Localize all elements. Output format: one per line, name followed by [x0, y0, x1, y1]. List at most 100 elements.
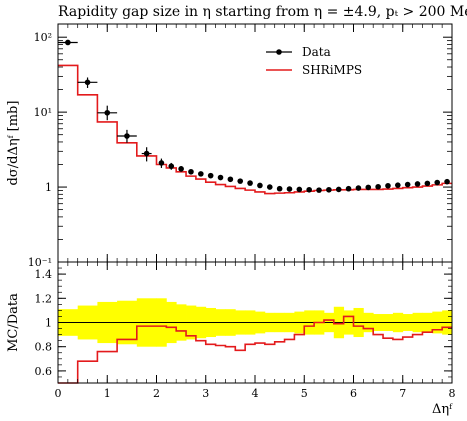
data-point	[168, 162, 175, 170]
y-tick-label: 10¹	[34, 106, 52, 119]
data-marker	[168, 163, 175, 169]
data-marker	[84, 79, 91, 86]
data-point	[257, 182, 263, 189]
data-marker	[286, 186, 293, 192]
data-marker	[335, 186, 342, 193]
data-point	[77, 77, 98, 88]
data-point	[375, 183, 381, 190]
data-point	[444, 178, 450, 185]
data-marker	[326, 186, 332, 193]
x-tick-label: 7	[399, 387, 406, 400]
data-marker	[237, 178, 244, 184]
data-point	[276, 185, 283, 192]
data-point	[286, 186, 293, 192]
data-marker	[207, 172, 214, 179]
data-marker	[434, 179, 441, 186]
x-tick-label: 1	[104, 387, 111, 400]
data-marker	[276, 185, 283, 192]
legend-data-marker	[276, 49, 282, 55]
legend-shrimps-label: SHRiMPS	[302, 63, 362, 77]
data-marker	[188, 168, 194, 175]
y-tick-label: 10²	[34, 31, 52, 44]
data-point	[207, 172, 214, 179]
data-point	[345, 185, 352, 192]
data-marker	[65, 39, 71, 46]
data-point	[178, 166, 184, 172]
data-marker	[395, 182, 401, 188]
main-panel: 10⁻¹ 1 10¹ 10² dσ/dΔηᶠ [mb] Data SHRiMPS	[6, 23, 453, 269]
legend-data-label: Data	[302, 45, 331, 59]
data-marker	[385, 182, 391, 189]
chart-title: Rapidity gap size in η starting from η =…	[58, 4, 467, 20]
data-marker	[247, 180, 253, 186]
ratio-y-axis-label: MC/Data	[6, 293, 21, 352]
shrimps-step-line	[58, 64, 452, 195]
data-point	[158, 158, 165, 168]
data-marker	[375, 183, 381, 190]
data-point	[365, 184, 372, 191]
data-marker	[355, 185, 362, 191]
data-marker	[158, 160, 165, 166]
data-marker	[266, 184, 273, 190]
data-point	[117, 129, 137, 143]
data-point	[335, 186, 342, 193]
data-marker	[257, 182, 263, 189]
data-point	[414, 181, 421, 187]
data-point	[326, 186, 332, 193]
data-marker	[227, 176, 234, 183]
data-marker	[345, 185, 352, 192]
y-axis-label: dσ/dΔηᶠ [mb]	[6, 101, 21, 186]
data-marker	[404, 181, 411, 188]
data-point	[355, 185, 362, 191]
data-point	[227, 176, 234, 183]
data-marker	[296, 186, 303, 193]
data-point	[316, 187, 322, 193]
x-tick-label: 3	[202, 387, 209, 400]
data-marker	[143, 150, 150, 157]
ratio-y-tick-label: 0.8	[35, 341, 53, 354]
data-marker	[414, 181, 421, 187]
data-point	[306, 186, 312, 193]
data-point	[188, 168, 194, 175]
data-marker	[316, 187, 322, 193]
data-point	[97, 105, 118, 121]
data-point	[395, 182, 401, 188]
x-tick-label: 0	[55, 387, 62, 400]
ratio-y-tick-label: 0.6	[35, 365, 53, 378]
ratio-panel: 0.6 0.8 1 1.2 1.4 0 1 2 3 4 5 6 7 8 MC/Data Δηᶠ	[6, 261, 456, 417]
x-tick-label: 2	[153, 387, 160, 400]
data-marker	[444, 178, 450, 185]
data-marker	[178, 166, 184, 172]
legend: Data SHRiMPS	[266, 45, 362, 77]
ratio-y-tick-label: 1.2	[35, 292, 53, 305]
x-tick-label: 4	[252, 387, 259, 400]
x-tick-label: 5	[301, 387, 308, 400]
data-point	[385, 182, 391, 189]
y-tick-label: 10⁻¹	[28, 256, 52, 269]
data-point	[198, 171, 204, 177]
data-point	[217, 174, 224, 181]
data-marker	[124, 133, 130, 139]
data-marker	[424, 180, 431, 187]
data-marker	[217, 174, 224, 181]
ratio-y-tick-label: 1.4	[35, 268, 53, 281]
ratio-step-line	[58, 315, 452, 384]
data-marker	[198, 171, 204, 177]
x-axis-label: Δηᶠ	[432, 402, 453, 417]
data-marker	[365, 184, 372, 191]
data-point	[296, 186, 303, 193]
data-point	[141, 147, 152, 162]
data-point	[247, 180, 253, 186]
ratio-y-tick-label: 1	[45, 317, 52, 330]
data-point	[237, 178, 244, 184]
data-point	[424, 180, 431, 187]
data-marker	[104, 109, 111, 116]
data-point	[434, 179, 441, 186]
x-tick-label: 8	[449, 387, 456, 400]
data-point	[58, 39, 78, 46]
data-marker	[306, 186, 312, 193]
data-point	[404, 181, 411, 188]
data-point	[266, 184, 273, 190]
ratio-frame	[57, 261, 453, 384]
